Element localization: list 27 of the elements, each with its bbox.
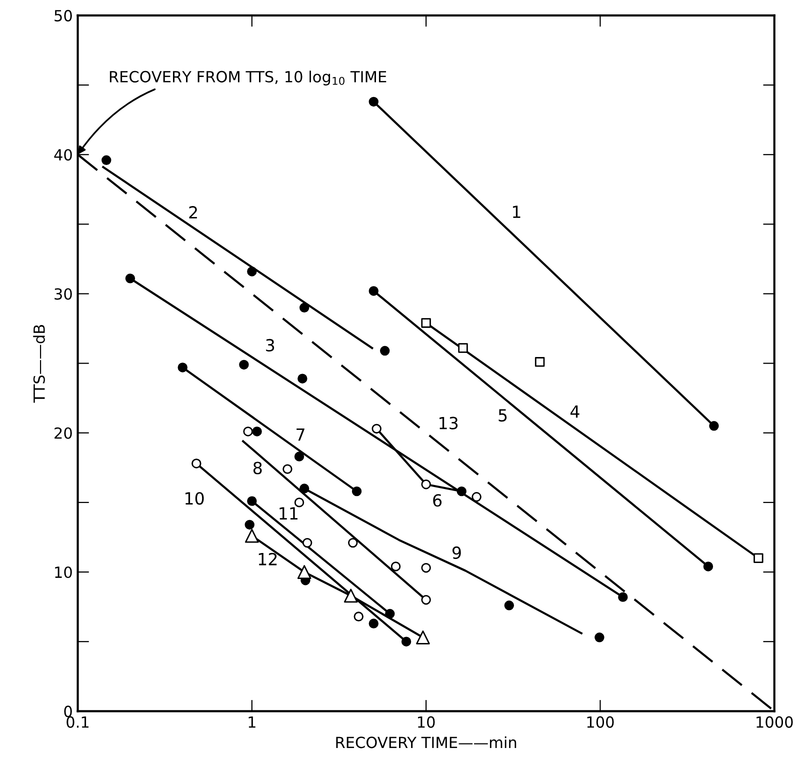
series-label: 2 <box>189 206 197 218</box>
series-label: 1 <box>512 206 520 218</box>
y-tick-label: 50 <box>54 10 72 22</box>
x-tick-label: 1000 <box>756 716 793 728</box>
series-label: 11 <box>280 507 298 520</box>
series-label: 4 <box>570 405 580 418</box>
y-tick-label: 20 <box>54 427 72 439</box>
series-label: 8 <box>253 462 262 474</box>
series-label: 9 <box>452 546 461 560</box>
x-axis-title: RECOVERY TIME——min <box>336 736 516 748</box>
x-tick-label: 100 <box>587 716 614 728</box>
annotation: RECOVERY FROM TTS, 10 log$_{10}$ TIME <box>110 70 386 86</box>
y-tick-label: 40 <box>54 149 72 161</box>
series-label: 13 <box>440 416 458 430</box>
series-label: 3 <box>266 338 274 352</box>
y-axis-title: TTS——dB <box>33 324 45 403</box>
x-tick-label: 10 <box>418 716 435 728</box>
y-tick-label: 30 <box>54 288 72 300</box>
x-tick-label: 1 <box>248 716 256 728</box>
series-label: 10 <box>185 492 204 505</box>
series-label: 5 <box>498 409 507 422</box>
series-label: 12 <box>258 552 277 566</box>
y-tick-label: 10 <box>55 566 72 578</box>
y-tick-label: 0 <box>64 706 72 718</box>
series-label: 7 <box>296 428 304 441</box>
x-tick-label: 0.1 <box>66 716 88 728</box>
series-label: 6 <box>433 494 442 507</box>
